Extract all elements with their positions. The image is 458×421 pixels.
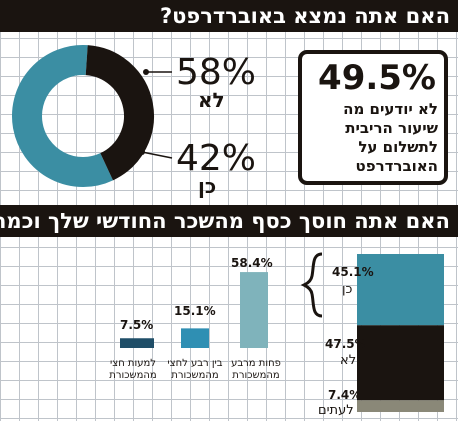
donut-label-yes: כן bbox=[198, 174, 217, 198]
bar-less-quarter bbox=[240, 272, 268, 348]
bar-value-half: 7.5% bbox=[120, 318, 154, 332]
bar-quarter-half bbox=[181, 328, 209, 348]
bar-value-quarter-half: 15.1% bbox=[174, 304, 216, 318]
donut-slice-yes bbox=[85, 45, 154, 181]
stack-segment-sometimes bbox=[357, 400, 444, 412]
donut-leader-line-yes bbox=[141, 151, 173, 159]
stack-label-sometimes: לעתים bbox=[318, 403, 354, 418]
callout-box: 49.5% לא יודעים מה שיעור הריבית לתשלום ע… bbox=[298, 50, 448, 185]
callout-text: לא יודעים מה שיעור הריבית לתשלום על האוב… bbox=[343, 100, 438, 175]
stack-value-yes: 45.1% bbox=[332, 265, 374, 279]
bar-half bbox=[120, 338, 154, 348]
donut-value-no: 58% bbox=[176, 52, 257, 93]
donut-slice-no bbox=[12, 45, 113, 187]
donut-leader-dot-yes bbox=[139, 149, 145, 155]
donut-value-yes: 42% bbox=[176, 138, 257, 179]
section-title-savings: האם אתה חוסך כסף מהשכר החודשי שלך וכמה? bbox=[0, 205, 458, 237]
bar-category-quarter-half: בין רבע לחצי מהמשכורת bbox=[167, 358, 223, 381]
stack-value-sometimes: 7.4% bbox=[328, 388, 362, 402]
stack-label-yes: כן bbox=[342, 282, 353, 297]
stack-value-no: 47.5% bbox=[325, 337, 367, 351]
stack-segment-no bbox=[357, 325, 444, 401]
stack-segment-yes bbox=[357, 254, 444, 326]
section-title-overdraft: האם אתה נמצא באוברדרפט? bbox=[0, 0, 458, 32]
callout-value: 49.5% bbox=[318, 58, 436, 98]
donut-leader-dot-no bbox=[143, 69, 149, 75]
brace-bracket bbox=[300, 252, 323, 318]
donut-label-no: לא bbox=[198, 88, 225, 112]
bar-category-half: למעות חצי מהמשכורת bbox=[109, 358, 157, 381]
bar-value-less-quarter: 58.4% bbox=[231, 256, 273, 270]
stack-label-no: לא bbox=[340, 353, 357, 368]
bar-category-less-quarter: פחות מרבע מהמשכורת bbox=[231, 358, 281, 381]
